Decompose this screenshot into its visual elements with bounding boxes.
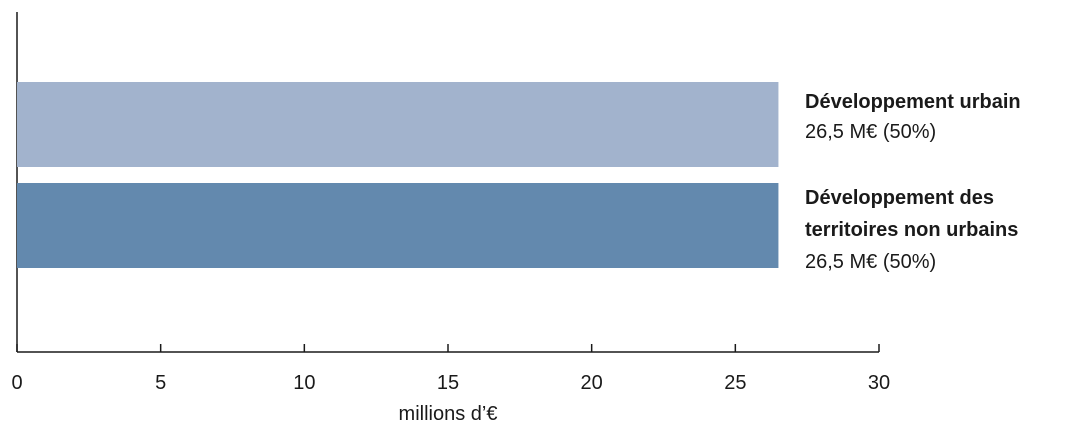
x-tick-label-10: 10 bbox=[293, 372, 315, 394]
bar-1 bbox=[17, 82, 779, 167]
bar-2-category-label-line-1: Développement des bbox=[805, 187, 994, 209]
bar-1-category-label-line-1: Développement urbain bbox=[805, 91, 1021, 113]
bar-labels-group: Développement urbain 26,5 M€ (50%) Dévelop… bbox=[805, 91, 1021, 273]
x-tick-label-20: 20 bbox=[581, 372, 603, 394]
x-tick-label-0: 0 bbox=[11, 372, 22, 394]
x-axis-title: millions d’€ bbox=[399, 403, 498, 425]
x-tick-label-15: 15 bbox=[437, 372, 459, 394]
x-ticks-group: 0 5 10 15 20 25 30 bbox=[11, 344, 890, 394]
x-tick-label-30: 30 bbox=[868, 372, 890, 394]
bar-2-category-label-line-2: territoires non urbains bbox=[805, 219, 1018, 241]
bar-2 bbox=[17, 183, 779, 268]
x-tick-label-25: 25 bbox=[724, 372, 746, 394]
bar-2-value-label: 26,5 M€ (50%) bbox=[805, 251, 936, 273]
bars-group bbox=[17, 82, 779, 268]
bar-1-value-label: 26,5 M€ (50%) bbox=[805, 121, 936, 143]
x-tick-label-5: 5 bbox=[155, 372, 166, 394]
